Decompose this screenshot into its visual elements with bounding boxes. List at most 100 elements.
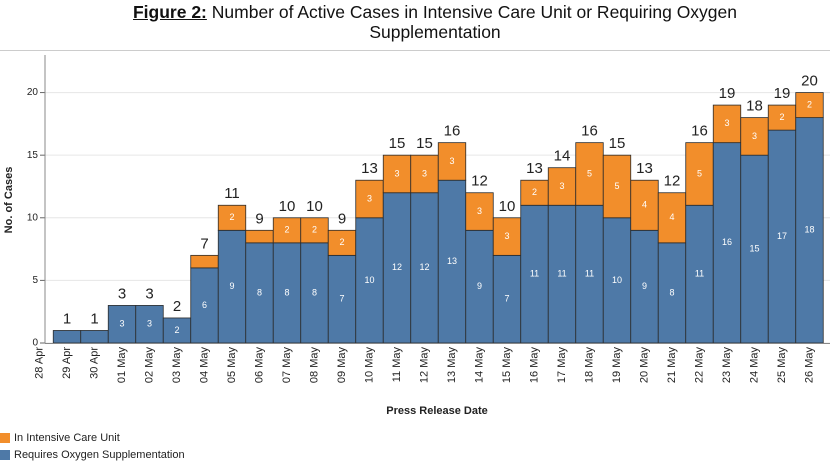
x-tick-label: 05 May bbox=[226, 347, 238, 384]
segment-label: 3 bbox=[394, 168, 399, 178]
bar-segment bbox=[190, 254, 219, 269]
legend-label: Requires Oxygen Supplementation bbox=[14, 449, 185, 461]
segment-label: 3 bbox=[477, 206, 482, 216]
segment-label: 2 bbox=[532, 187, 537, 197]
bar-segment bbox=[465, 192, 494, 231]
x-tick-label: 19 May bbox=[611, 347, 623, 384]
x-tick-label: 18 May bbox=[583, 347, 595, 384]
total-label: 15 bbox=[416, 135, 433, 152]
segment-label: 5 bbox=[614, 181, 619, 191]
total-label: 13 bbox=[636, 160, 653, 177]
x-tick-label: 01 May bbox=[116, 347, 128, 384]
segment-label: 4 bbox=[669, 212, 674, 222]
bar-segment bbox=[520, 179, 549, 206]
x-tick-label: 25 May bbox=[776, 347, 788, 384]
total-label: 3 bbox=[145, 285, 153, 302]
bar-segment bbox=[767, 129, 797, 344]
segment-label: 9 bbox=[229, 281, 234, 291]
bar-segment bbox=[712, 142, 742, 344]
segment-label: 9 bbox=[477, 281, 482, 291]
total-label: 10 bbox=[499, 198, 516, 215]
x-tick-label: 24 May bbox=[748, 347, 760, 384]
total-label: 20 bbox=[801, 73, 818, 90]
total-label: 10 bbox=[306, 198, 323, 215]
title-prefix: Figure 2: bbox=[132, 2, 207, 22]
segment-label: 2 bbox=[807, 99, 812, 109]
total-label: 16 bbox=[691, 123, 708, 140]
segment-label: 10 bbox=[612, 275, 622, 285]
segment-label: 7 bbox=[339, 294, 344, 304]
segment-label: 13 bbox=[447, 256, 457, 266]
x-tick-label: 09 May bbox=[336, 347, 348, 384]
bar-segment bbox=[630, 179, 659, 231]
total-label: 9 bbox=[255, 210, 263, 227]
x-tick-label: 14 May bbox=[473, 347, 485, 384]
bar-segment bbox=[272, 217, 302, 244]
bar-segment bbox=[327, 254, 357, 344]
segment-label: 11 bbox=[695, 269, 704, 279]
segment-label: 12 bbox=[392, 262, 402, 272]
bar-segment bbox=[795, 92, 824, 119]
total-label: 15 bbox=[609, 135, 626, 152]
segment-label: 18 bbox=[804, 225, 814, 235]
segment-label: 8 bbox=[257, 287, 262, 297]
y-axis-label: No. of Cases bbox=[3, 167, 15, 234]
bar-segment bbox=[602, 217, 632, 344]
segment-label: 3 bbox=[449, 156, 454, 166]
x-tick-label: 28 Apr bbox=[33, 347, 45, 379]
segment-label: 17 bbox=[777, 231, 787, 241]
x-tick-label: 23 May bbox=[721, 347, 733, 384]
segment-label: 9 bbox=[642, 281, 647, 291]
x-tick-label: 07 May bbox=[281, 347, 293, 384]
y-tick-label: 20 bbox=[27, 87, 39, 98]
x-tick-label: 15 May bbox=[501, 347, 513, 384]
bar-segment bbox=[355, 217, 384, 344]
total-label: 18 bbox=[746, 98, 763, 115]
x-tick-label: 10 May bbox=[363, 347, 375, 384]
bar-segment bbox=[217, 229, 247, 344]
y-tick-label: 15 bbox=[27, 150, 39, 161]
x-tick-label: 30 Apr bbox=[88, 347, 100, 379]
x-tick-label: 21 May bbox=[666, 347, 678, 384]
segment-label: 3 bbox=[724, 118, 729, 128]
bar-segment bbox=[547, 204, 577, 344]
total-label: 1 bbox=[63, 310, 71, 327]
segment-label: 2 bbox=[229, 212, 234, 222]
segment-label: 5 bbox=[697, 168, 702, 178]
bar-segment bbox=[410, 154, 439, 194]
segment-label: 2 bbox=[339, 237, 344, 247]
bar-segment bbox=[52, 330, 82, 344]
y-tick-label: 5 bbox=[32, 275, 38, 286]
chart-title: Figure 2: Number of Active Cases in Inte… bbox=[95, 2, 775, 42]
bar-segment bbox=[327, 229, 357, 256]
total-label: 16 bbox=[444, 123, 461, 140]
x-axis-label: Press Release Date bbox=[386, 405, 488, 417]
bar-segment bbox=[657, 242, 687, 344]
total-label: 12 bbox=[471, 173, 488, 190]
total-label: 16 bbox=[581, 123, 598, 140]
segment-label: 2 bbox=[284, 225, 289, 235]
total-label: 19 bbox=[774, 85, 791, 102]
segment-label: 3 bbox=[559, 181, 564, 191]
x-tick-label: 06 May bbox=[253, 347, 265, 384]
total-label: 13 bbox=[526, 160, 543, 177]
legend-swatch bbox=[0, 433, 10, 443]
segment-label: 16 bbox=[722, 237, 732, 247]
bar-segment bbox=[382, 192, 412, 344]
x-tick-label: 04 May bbox=[198, 347, 210, 384]
x-tick-label: 29 Apr bbox=[61, 347, 73, 379]
x-tick-label: 02 May bbox=[143, 347, 155, 384]
total-label: 15 bbox=[389, 135, 406, 152]
total-label: 11 bbox=[224, 185, 240, 202]
x-tick-label: 22 May bbox=[693, 347, 705, 384]
x-tick-label: 03 May bbox=[171, 347, 183, 384]
segment-label: 15 bbox=[749, 243, 759, 253]
x-tick-label: 08 May bbox=[308, 347, 320, 384]
segment-label: 3 bbox=[119, 319, 124, 329]
y-tick-label: 10 bbox=[27, 212, 39, 223]
segment-label: 6 bbox=[202, 300, 207, 310]
segment-label: 11 bbox=[530, 269, 539, 279]
bar-segment bbox=[355, 179, 384, 219]
